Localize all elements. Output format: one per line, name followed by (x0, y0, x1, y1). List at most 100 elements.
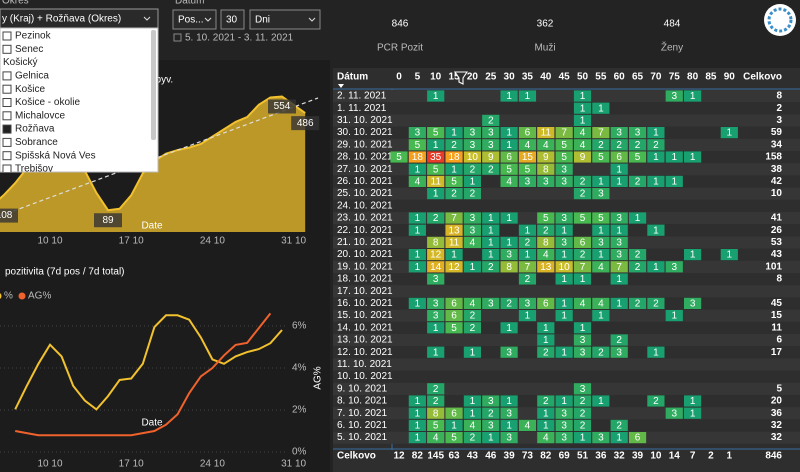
y2-tick-label: 0% (292, 447, 307, 458)
item-label[interactable]: Gelnica (15, 71, 49, 82)
cell (408, 407, 426, 419)
data-label-box (268, 99, 296, 114)
cell-value: 1 (543, 335, 549, 346)
item-label[interactable]: Košice - okolie (15, 97, 80, 108)
cell-value: 2 (580, 250, 586, 261)
checkbox[interactable] (2, 71, 12, 81)
cell (427, 188, 445, 200)
cell-value: 1 (506, 213, 512, 224)
cell-value: 4 (598, 299, 604, 310)
kpi-label: Muži (534, 43, 555, 54)
item-label[interactable]: Rožňava (15, 124, 55, 135)
item-label[interactable]: Spišská Nová Ves (15, 150, 96, 161)
checkbox[interactable] (2, 151, 12, 161)
cell-value: 12 (430, 250, 442, 261)
checkbox[interactable] (2, 137, 12, 147)
cell (482, 395, 500, 407)
cell (500, 175, 518, 187)
checkbox[interactable] (2, 164, 12, 173)
cell-value: 3 (671, 91, 677, 102)
cell-value: 1 (506, 323, 512, 334)
cell (555, 273, 573, 285)
cell-value: 4 (506, 177, 512, 188)
cell (573, 139, 592, 151)
mode-select-box[interactable] (172, 9, 217, 30)
cell (592, 395, 610, 407)
item-label[interactable]: Trebišov (15, 164, 53, 175)
cell-value: 1 (525, 311, 531, 322)
cell-value: 3 (470, 225, 476, 236)
cell-value: 1 (506, 396, 512, 407)
cell (537, 322, 555, 334)
cell-value: 4 (470, 238, 476, 249)
corner-header: Dátum (337, 72, 368, 83)
row-band (333, 358, 800, 371)
cell-value: 15 (522, 152, 534, 163)
unit-select-box[interactable] (249, 9, 321, 30)
cell-value: 2 (598, 347, 604, 358)
cell (555, 249, 573, 261)
checkbox[interactable] (2, 111, 12, 121)
chart-2: pozitivita (7d pos / 7d total) 0% 2% 4% 6% AG… (0, 267, 324, 470)
cell-value: 4 (470, 299, 476, 310)
row-date: 1. 11. 2021 (337, 103, 387, 114)
row-band (333, 382, 800, 395)
cell (555, 395, 573, 407)
item-label[interactable]: Michalovce (15, 110, 65, 121)
checkbox[interactable] (2, 84, 12, 94)
cell (427, 432, 445, 444)
cell-value: 1 (470, 262, 476, 273)
slicer-list (0, 27, 159, 173)
cell (665, 151, 683, 163)
checkbox[interactable] (2, 124, 12, 134)
checkbox[interactable] (2, 31, 12, 41)
cell (390, 151, 408, 163)
row-date: 29. 10. 2021 (337, 139, 393, 150)
cell (500, 151, 518, 163)
cell-value: 1 (506, 91, 512, 102)
row-date: 12. 10. 2021 (337, 347, 393, 358)
cell (555, 419, 573, 431)
cell (573, 432, 592, 444)
cell-value: 6 (525, 128, 531, 139)
cell-value: 5 (561, 140, 567, 151)
item-label[interactable]: Sobrance (15, 137, 58, 148)
column-total: 1 (727, 451, 733, 462)
cell-value: 2 (635, 299, 641, 310)
row-total: 53 (771, 237, 783, 248)
item-label[interactable]: Košice (15, 84, 45, 95)
cell-value: 1 (415, 299, 421, 310)
cell (500, 212, 518, 224)
kpi-value: 484 (664, 19, 681, 30)
cell (518, 224, 537, 236)
cell-value: 5 (451, 177, 457, 188)
row-total: 2 (776, 103, 782, 114)
cell (592, 249, 610, 261)
column-header: 35 (522, 72, 534, 83)
cell-value: 1 (433, 189, 439, 200)
cell (500, 419, 518, 431)
item-label[interactable]: Pezinok (15, 31, 52, 42)
cell-value: 1 (580, 116, 586, 127)
row-band (333, 321, 800, 334)
checkbox[interactable] (2, 44, 12, 54)
cell (427, 163, 445, 175)
kpis: 846 PCR Pozit 362 Muži 484 Ženy (377, 19, 683, 54)
filter-icon[interactable] (453, 71, 469, 85)
cell-value: 5 (598, 213, 604, 224)
checkbox[interactable] (2, 98, 12, 107)
cell (408, 163, 426, 175)
count-input: 30 (226, 15, 238, 26)
chart-title: pozitivita (7d pos / 7d total) (5, 267, 125, 278)
cell (573, 127, 592, 139)
cell-value: 1 (598, 103, 604, 114)
cell-value: 1 (433, 91, 439, 102)
count-input-box[interactable] (220, 9, 245, 30)
item-label[interactable]: Senec (15, 44, 43, 55)
cell-value: 5 (598, 152, 604, 163)
cell-value: 12 (448, 262, 460, 273)
cell-value: 7 (561, 128, 567, 139)
cell-value: 3 (561, 177, 567, 188)
